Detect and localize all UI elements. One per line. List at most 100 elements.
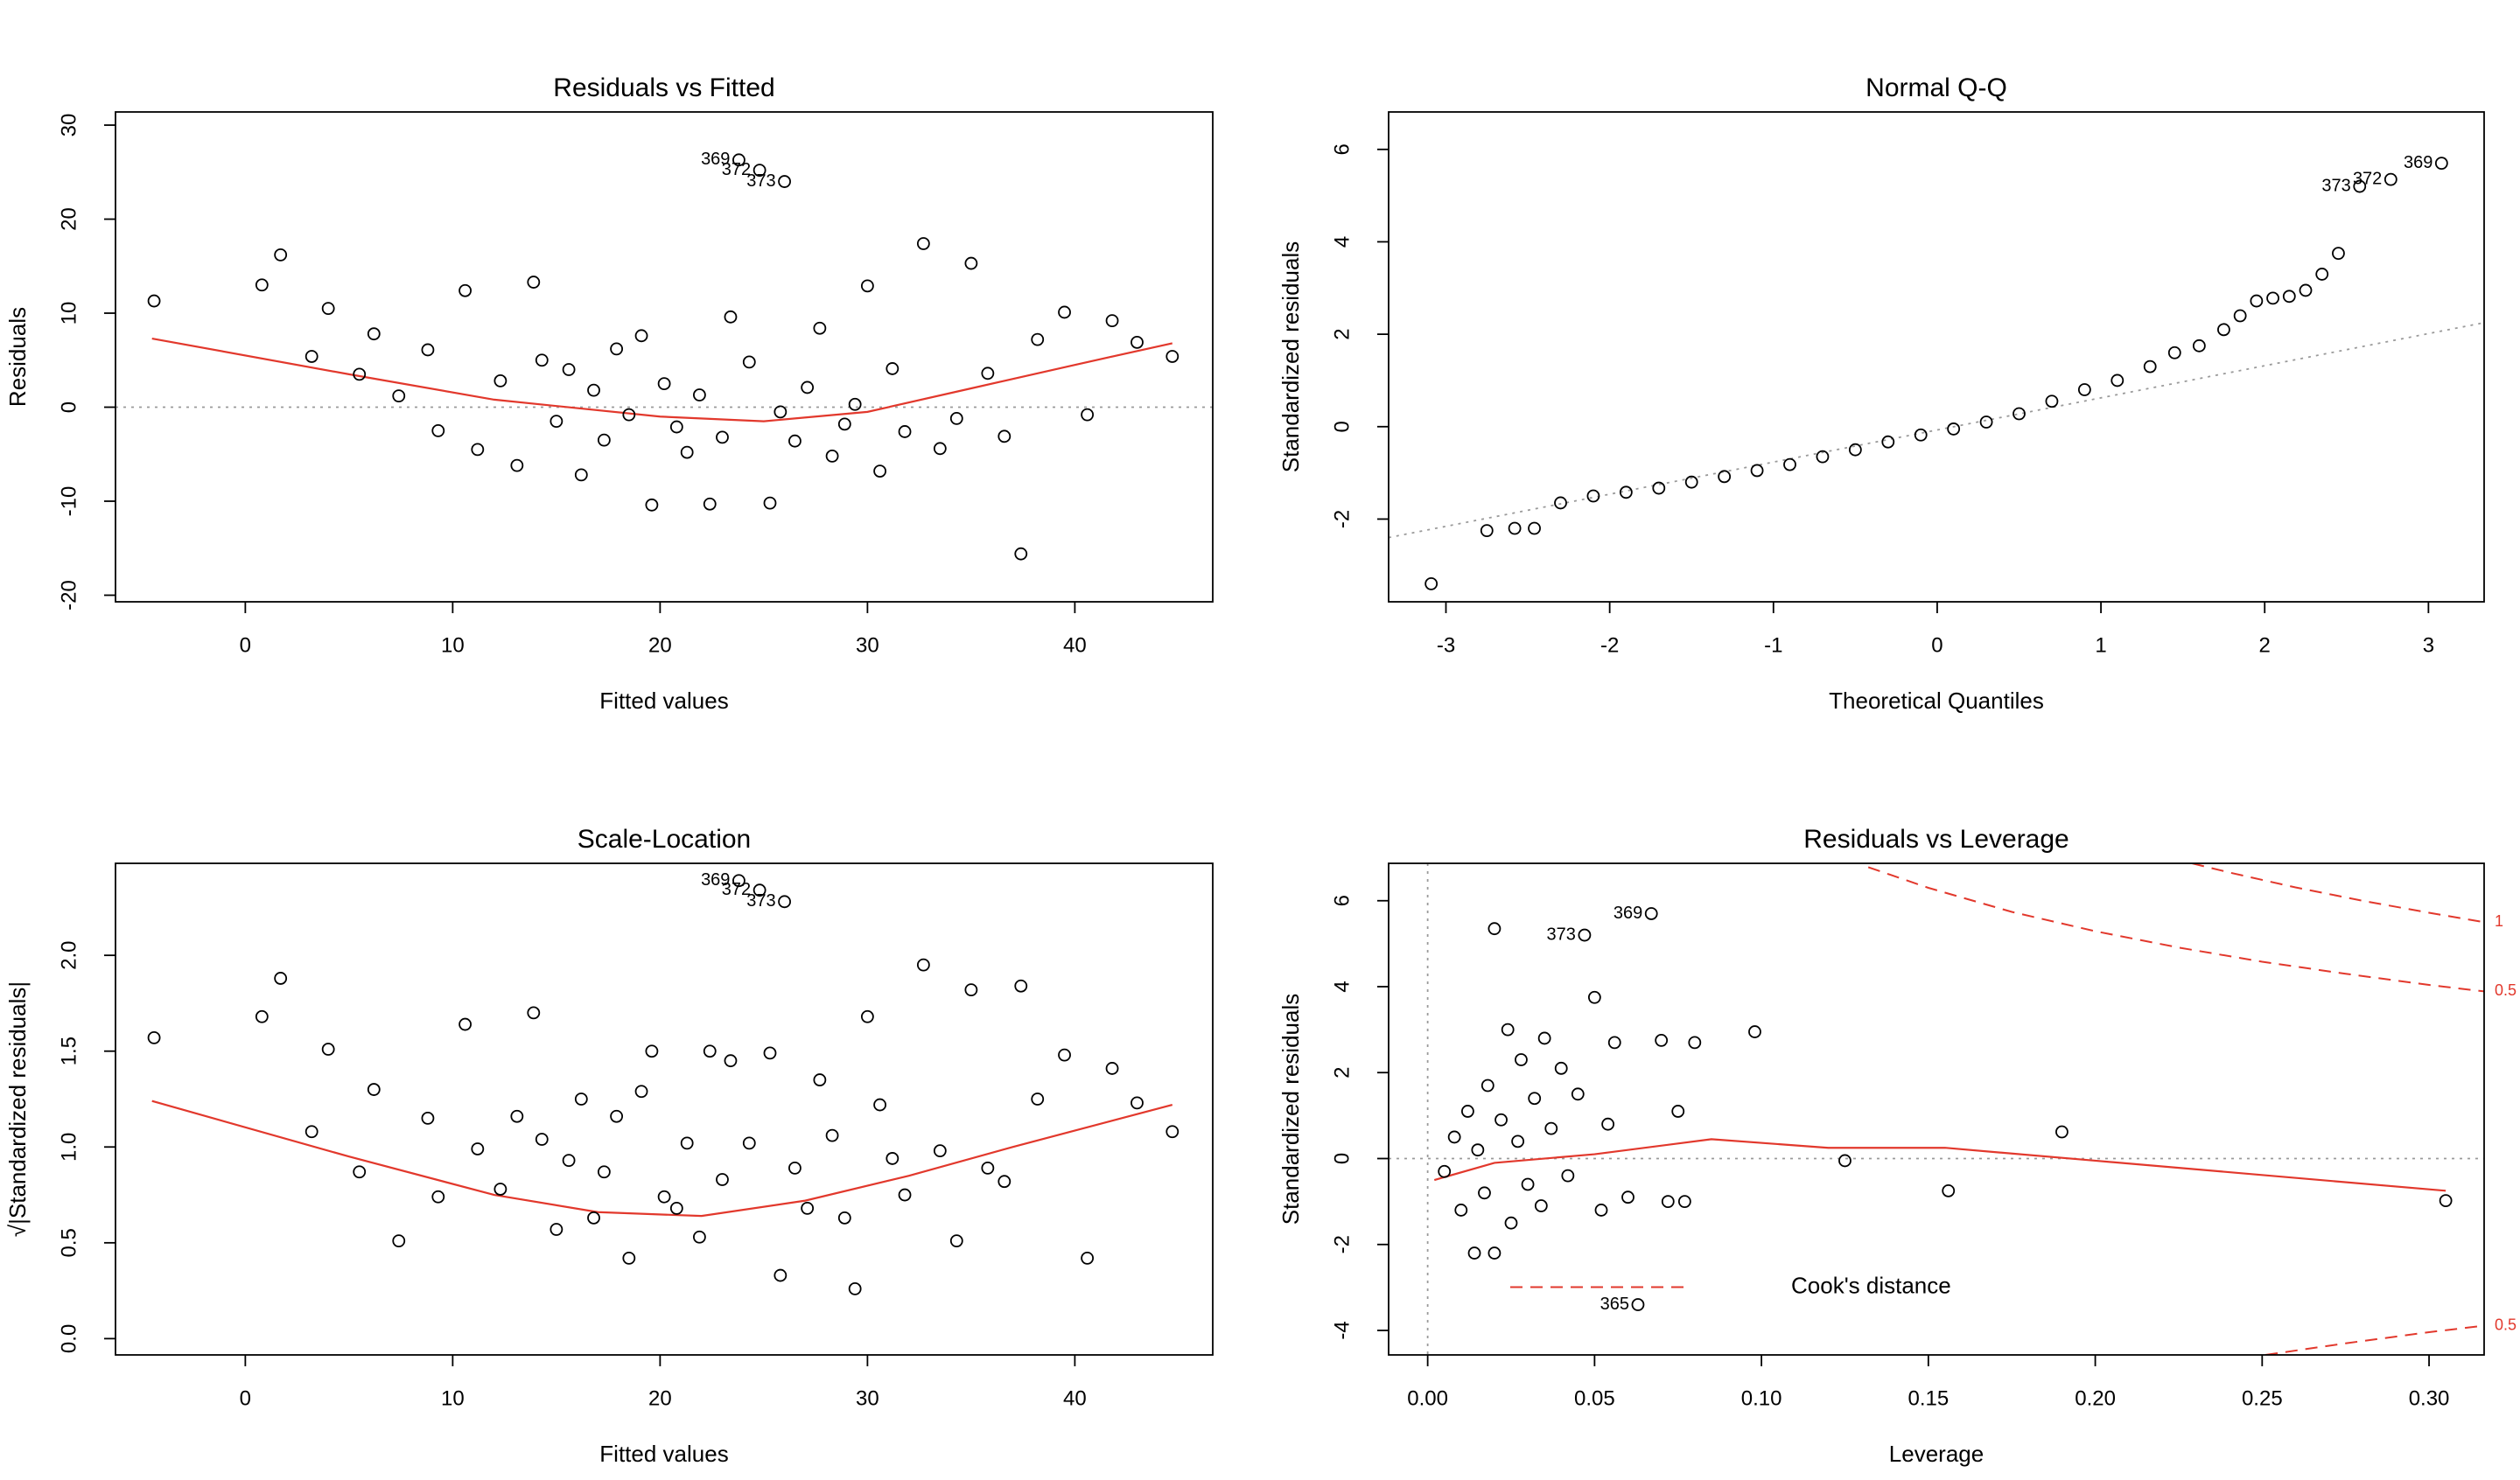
point bbox=[1537, 1031, 1551, 1045]
point bbox=[458, 283, 472, 297]
point bbox=[1461, 1105, 1474, 1118]
point bbox=[1554, 496, 1567, 510]
x-axis-label: Leverage bbox=[1889, 1441, 1984, 1467]
point bbox=[1848, 443, 1862, 457]
point bbox=[680, 445, 694, 459]
x-tick-label: 20 bbox=[648, 633, 672, 657]
point bbox=[1521, 1177, 1535, 1191]
point bbox=[2167, 346, 2181, 360]
panel-title: Normal Q-Q bbox=[1866, 73, 2007, 102]
x-tick-label: 0.10 bbox=[1741, 1386, 1782, 1410]
point bbox=[1571, 1087, 1585, 1101]
panel-title: Residuals vs Leverage bbox=[1803, 825, 2069, 854]
point bbox=[574, 1093, 588, 1106]
point bbox=[1671, 1105, 1685, 1118]
point bbox=[2434, 157, 2448, 171]
point bbox=[2266, 291, 2279, 305]
point bbox=[550, 1223, 564, 1236]
y-tick-label: 30 bbox=[57, 114, 80, 137]
plot-area bbox=[116, 337, 1213, 422]
point bbox=[716, 1173, 729, 1186]
cooks-distance-curve bbox=[2191, 863, 2484, 924]
point bbox=[1748, 1025, 1761, 1038]
plot-area bbox=[1389, 322, 2484, 539]
y-tick-label: 2 bbox=[1330, 328, 1354, 339]
point bbox=[1594, 1204, 1608, 1217]
point bbox=[645, 1044, 659, 1058]
point bbox=[825, 449, 839, 463]
plot-frame bbox=[1388, 862, 2485, 1356]
panel-title: Scale-Location bbox=[578, 825, 751, 854]
point bbox=[550, 415, 564, 429]
point bbox=[1718, 470, 1732, 484]
x-tick-label: -3 bbox=[1437, 633, 1455, 657]
point bbox=[1130, 335, 1144, 349]
plot-frame bbox=[115, 111, 1214, 603]
point bbox=[1554, 1061, 1568, 1075]
point bbox=[1783, 457, 1796, 471]
point bbox=[669, 420, 683, 434]
point bbox=[622, 408, 636, 422]
x-tick-label: 30 bbox=[856, 1386, 879, 1410]
point bbox=[562, 1154, 576, 1168]
point bbox=[1501, 1023, 1515, 1037]
point bbox=[1438, 1164, 1452, 1178]
x-tick-label: 0 bbox=[240, 633, 251, 657]
point bbox=[1454, 1204, 1468, 1217]
x-tick-label: 30 bbox=[856, 633, 879, 657]
y-tick-label: -10 bbox=[57, 486, 80, 517]
point bbox=[898, 425, 912, 438]
point bbox=[1684, 475, 1698, 489]
point bbox=[1515, 1053, 1528, 1066]
point bbox=[634, 1085, 648, 1099]
point bbox=[1652, 481, 1666, 495]
y-tick-label: 4 bbox=[1330, 981, 1354, 992]
point bbox=[2315, 268, 2329, 281]
point bbox=[763, 1046, 777, 1060]
point bbox=[703, 497, 717, 511]
point bbox=[788, 434, 802, 448]
point bbox=[1488, 922, 1502, 936]
point bbox=[1488, 1246, 1502, 1260]
cooks-distance-curve bbox=[2264, 1324, 2484, 1355]
point bbox=[742, 1136, 756, 1150]
y-axis-label: Standardized residuals bbox=[1278, 241, 1304, 473]
point bbox=[763, 496, 777, 510]
point bbox=[1494, 1113, 1508, 1127]
x-tick-label: 0.05 bbox=[1574, 1386, 1615, 1410]
point bbox=[1058, 1048, 1071, 1062]
point bbox=[392, 1234, 406, 1248]
point bbox=[2282, 290, 2296, 304]
x-axis-label: Fitted values bbox=[599, 1441, 728, 1467]
x-tick-label: 0 bbox=[240, 1386, 251, 1410]
point bbox=[1601, 1117, 1615, 1131]
point bbox=[1508, 521, 1522, 535]
point bbox=[1561, 1169, 1575, 1183]
point-label: 369 bbox=[2404, 153, 2432, 172]
point bbox=[1014, 547, 1028, 561]
y-axis-label: Standardized residuals bbox=[1278, 994, 1304, 1225]
x-tick-label: 0.25 bbox=[2242, 1386, 2283, 1410]
qq-reference-line bbox=[1389, 322, 2484, 539]
point bbox=[1631, 1298, 1645, 1311]
point bbox=[813, 1073, 827, 1086]
point bbox=[801, 1201, 815, 1215]
point bbox=[535, 353, 549, 367]
point bbox=[1480, 524, 1494, 538]
point bbox=[471, 443, 485, 457]
point bbox=[964, 256, 978, 270]
point bbox=[1586, 489, 1600, 503]
y-tick-label: -20 bbox=[57, 580, 80, 611]
legend-text: Cook's distance bbox=[1791, 1272, 1951, 1298]
point bbox=[1750, 464, 1764, 478]
x-tick-label: -2 bbox=[1600, 633, 1619, 657]
point bbox=[752, 164, 766, 178]
x-tick-label: 10 bbox=[441, 633, 465, 657]
x-tick-label: 0 bbox=[1931, 633, 1942, 657]
point bbox=[657, 377, 671, 391]
point bbox=[2250, 294, 2264, 308]
y-tick-label: 6 bbox=[1330, 143, 1354, 155]
point bbox=[703, 1044, 717, 1058]
y-tick-label: 6 bbox=[1330, 895, 1354, 906]
